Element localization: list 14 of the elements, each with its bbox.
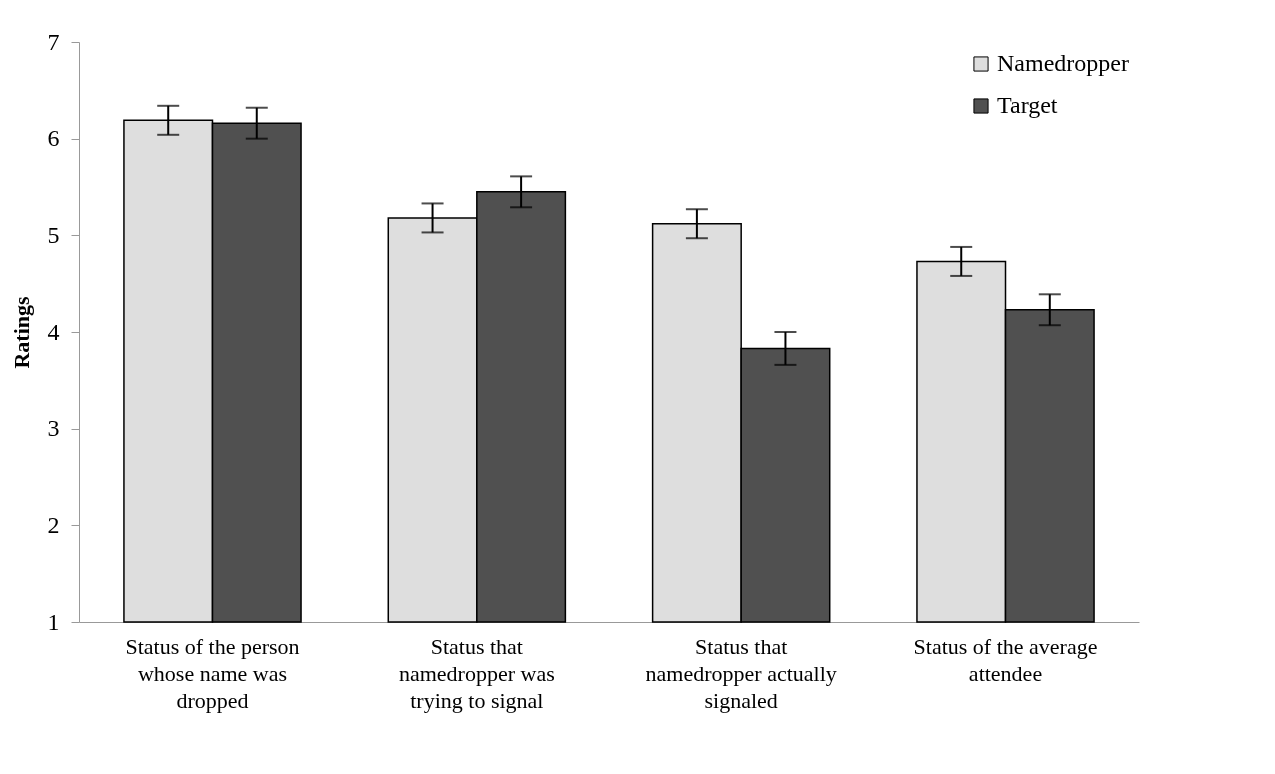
y-tick-label: 4 — [47, 318, 60, 345]
legend-label: Namedropper — [997, 50, 1129, 76]
y-tick-label: 5 — [47, 221, 60, 248]
x-tick-label: Status of the person whose name was dropped — [125, 633, 300, 713]
y-tick-label: 2 — [47, 511, 60, 538]
legend-label: Target — [997, 92, 1058, 118]
x-tick-label: Status that namedropper was trying to signal — [398, 633, 555, 713]
y-tick-label: 3 — [47, 415, 60, 442]
x-tick-label: Status of the average attendee — [913, 633, 1098, 686]
y-axis-title: Ratings — [8, 296, 34, 369]
y-tick-label: 6 — [47, 125, 60, 152]
y-tick-label: 1 — [47, 608, 60, 635]
x-tick-label: Status that namedropper actually signaled — [645, 633, 837, 713]
y-tick-label: 7 — [47, 28, 60, 55]
